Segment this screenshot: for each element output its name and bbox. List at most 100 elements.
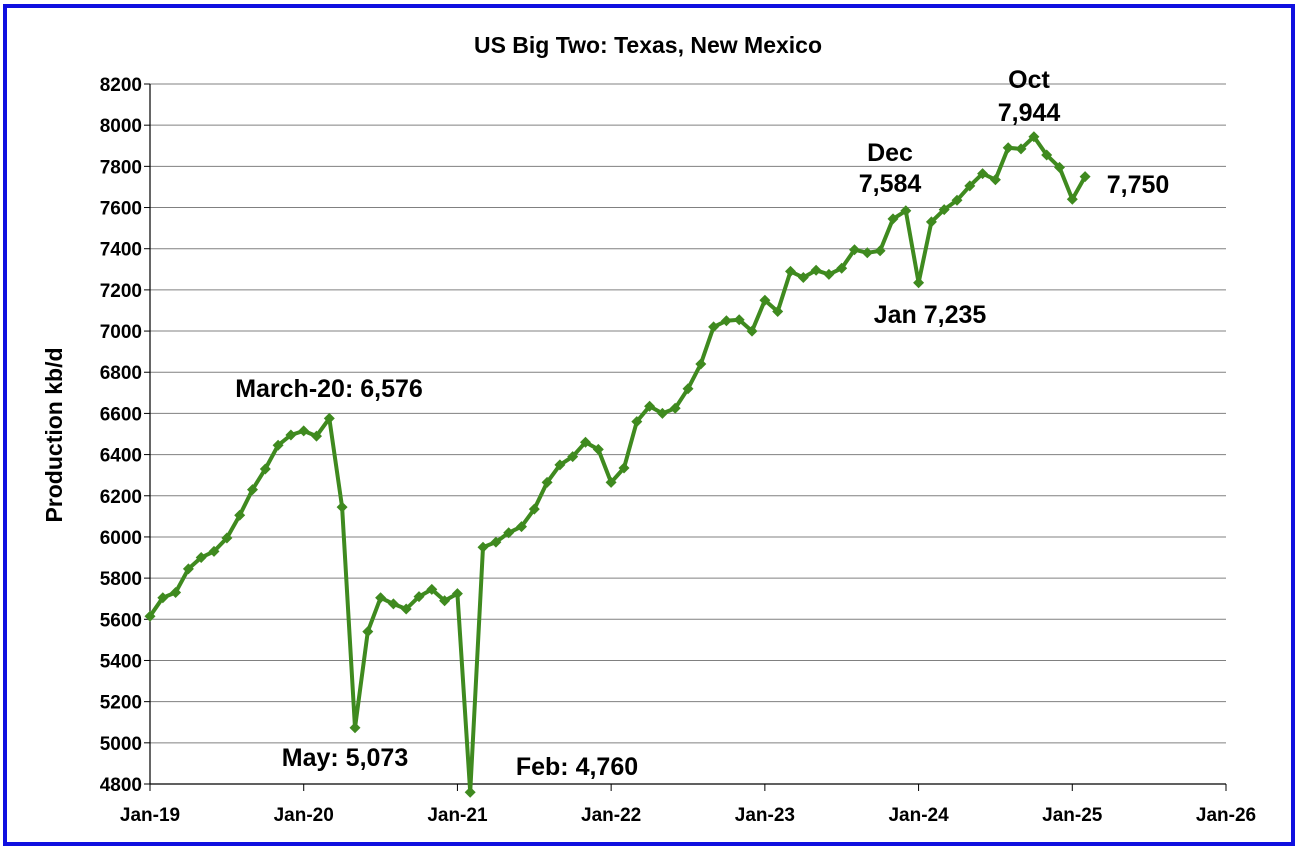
y-tick-label: 6600 [100, 404, 142, 425]
data-point [182, 563, 194, 575]
annotation-feb: Feb: 4,760 [516, 753, 638, 781]
y-tick-label: 5600 [100, 610, 142, 631]
y-tick-label: 5800 [100, 569, 142, 590]
y-tick-label: 7200 [100, 281, 142, 302]
x-tick-label: Jan-24 [888, 805, 949, 826]
data-point [311, 430, 322, 442]
annotation-dec-value: 7,584 [859, 170, 922, 198]
data-point [259, 463, 271, 475]
annotation-may: May: 5,073 [282, 744, 408, 772]
data-point [375, 592, 387, 604]
y-tick-label: 4800 [100, 775, 142, 796]
data-point [554, 459, 566, 471]
data-point [234, 509, 246, 521]
data-point [144, 610, 156, 622]
y-axis-label: Production kb/d [41, 347, 67, 522]
y-tick-label: 5000 [100, 734, 142, 755]
y-tick-label: 5200 [100, 693, 142, 714]
annotation-oct-value: 7,944 [998, 99, 1061, 127]
annotation-dec-label: Dec [867, 139, 913, 167]
data-point [1028, 131, 1040, 143]
data-point [221, 532, 233, 544]
data-point [951, 194, 963, 206]
data-point [400, 603, 412, 615]
data-point [746, 325, 758, 337]
data-point [836, 262, 848, 274]
data-point [1054, 161, 1065, 173]
data-point [592, 443, 604, 455]
data-point [528, 503, 540, 515]
data-point [247, 484, 258, 496]
data-point [336, 501, 348, 513]
data-point [490, 536, 502, 548]
data-point [708, 321, 720, 333]
data-point [477, 541, 489, 553]
data-point [195, 552, 207, 563]
data-point [567, 451, 579, 463]
data-point [849, 244, 860, 256]
annotation-jan: Jan 7,235 [874, 301, 987, 329]
x-tick-label: Jan-25 [1042, 805, 1103, 826]
data-point [810, 264, 822, 276]
data-point [938, 204, 950, 216]
data-point [387, 598, 399, 610]
data-point [464, 786, 476, 798]
y-tick-label: 8200 [100, 75, 142, 96]
axes [144, 83, 1227, 791]
data-point [1041, 149, 1053, 161]
data-point [349, 722, 361, 734]
x-tick-label: Jan-21 [427, 805, 488, 826]
data-point [1066, 193, 1078, 205]
data-point [656, 407, 668, 419]
x-tick-label: Jan-26 [1196, 805, 1256, 826]
y-tick-label: 7000 [100, 322, 142, 343]
data-point [900, 205, 912, 217]
data-point [861, 247, 873, 259]
data-point [605, 476, 617, 488]
annotation-latest-value: 7,750 [1107, 171, 1170, 199]
data-point [874, 245, 886, 257]
data-point [977, 168, 989, 180]
data-point [451, 588, 463, 600]
y-tick-label: 6200 [100, 487, 142, 508]
x-tick-labels: Jan-19 Jan-20 Jan-21 Jan-22 Jan-23 Jan-24 Jan-… [120, 805, 1256, 826]
data-point [362, 626, 374, 638]
data-point [772, 306, 784, 317]
series-group [144, 131, 1091, 798]
data-point [541, 476, 553, 488]
data-point [285, 429, 297, 441]
data-point [644, 400, 656, 412]
data-point [631, 416, 643, 428]
data-point [989, 174, 1001, 186]
x-tick-label: Jan-23 [735, 805, 795, 826]
data-point [208, 545, 220, 557]
chart-title: US Big Two: Texas, New Mexico [474, 32, 822, 58]
data-point [669, 402, 681, 414]
data-point [580, 436, 591, 448]
data-point [823, 268, 835, 280]
series-line [148, 134, 1087, 795]
data-point [964, 180, 976, 192]
y-tick-label: 6800 [100, 363, 142, 384]
data-point [913, 277, 925, 289]
x-tick-label: Jan-19 [120, 805, 180, 826]
x-tick-label: Jan-20 [274, 805, 334, 826]
annotation-oct-label: Oct [1008, 66, 1050, 94]
y-tick-label: 7600 [100, 199, 142, 220]
data-point [797, 272, 809, 283]
data-point [516, 521, 527, 533]
data-point [503, 527, 515, 539]
data-point [157, 592, 169, 604]
data-point [733, 314, 745, 326]
data-point [695, 358, 707, 370]
data-point [759, 294, 771, 306]
data-point [323, 412, 335, 424]
y-tick-label: 6000 [100, 528, 142, 549]
data-point [720, 315, 732, 327]
chart-frame [3, 4, 1295, 846]
data-point [785, 265, 796, 277]
y-tick-label: 8000 [100, 116, 142, 137]
y-tick-labels: 4800 5000 5200 5400 5600 5800 6000 6200 6400 6600… [100, 75, 142, 796]
data-point [925, 216, 937, 228]
